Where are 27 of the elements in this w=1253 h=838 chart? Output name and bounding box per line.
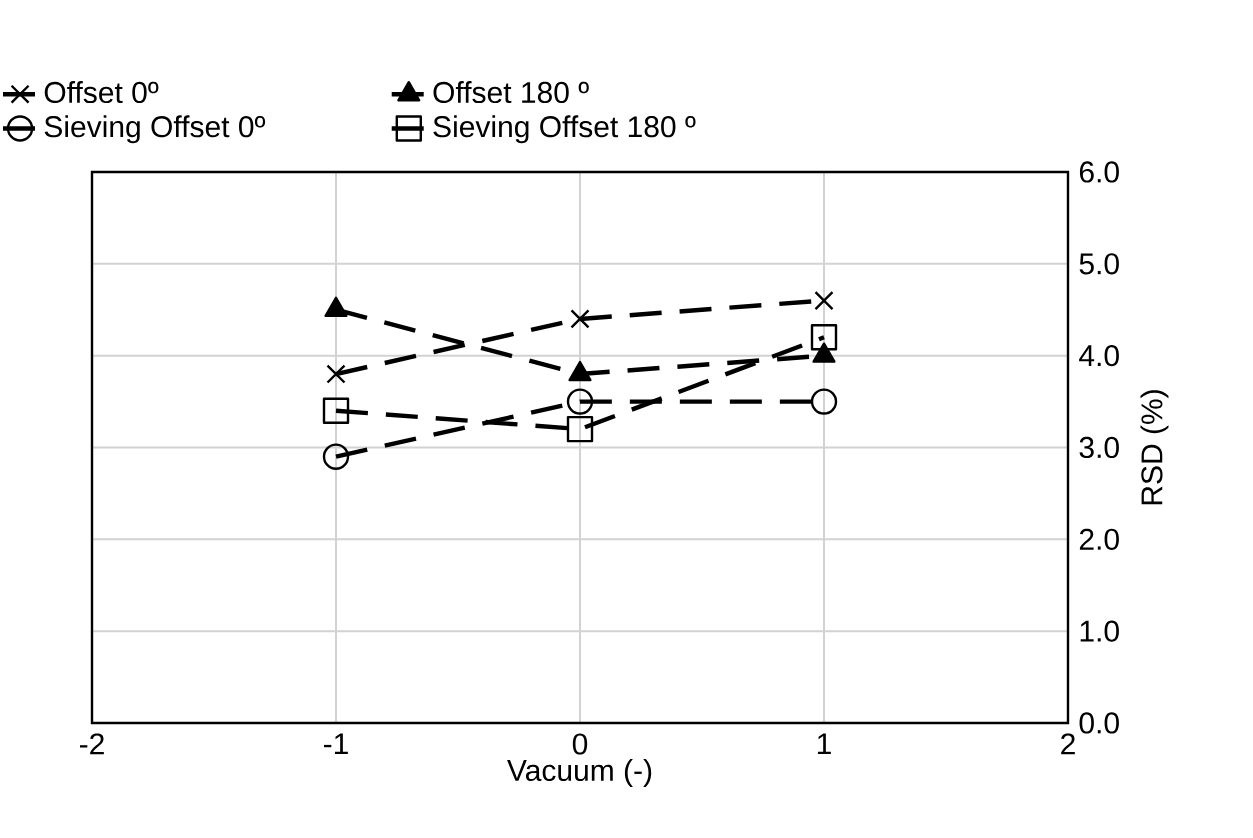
x-tick-label: 0 bbox=[572, 733, 588, 755]
x-axis-title: Vacuum (-) bbox=[507, 759, 652, 787]
x-tick-label: -1 bbox=[323, 733, 348, 755]
y-tick-label: 2.0 bbox=[1079, 528, 1119, 550]
point bbox=[326, 364, 346, 384]
point bbox=[566, 388, 594, 415]
y-tick-label: 4.0 bbox=[1079, 345, 1119, 367]
y-tick-label: 6.0 bbox=[1079, 161, 1119, 183]
y-tick-label: 0.0 bbox=[1079, 712, 1119, 734]
x-tick-label: -2 bbox=[79, 733, 104, 755]
x-tick-label: 2 bbox=[1061, 733, 1075, 755]
point bbox=[566, 415, 594, 443]
point bbox=[814, 290, 834, 311]
x-tick-label: 1 bbox=[817, 733, 831, 755]
y-axis-title: RSD (%) bbox=[1140, 390, 1169, 505]
point bbox=[810, 388, 838, 415]
legend-label: Sieving Offset 180 º bbox=[433, 115, 696, 144]
point bbox=[322, 397, 350, 424]
legend-label: Offset 180 º bbox=[433, 81, 589, 104]
legend-label: Offset 0º bbox=[44, 81, 159, 104]
point bbox=[810, 324, 838, 351]
legend-label: Sieving Offset 0º bbox=[44, 115, 266, 144]
y-tick-label: 3.0 bbox=[1079, 436, 1119, 459]
point bbox=[570, 309, 590, 329]
y-tick-label: 5.0 bbox=[1079, 253, 1119, 275]
y-tick-label: 1.0 bbox=[1080, 620, 1119, 642]
point bbox=[322, 443, 350, 470]
